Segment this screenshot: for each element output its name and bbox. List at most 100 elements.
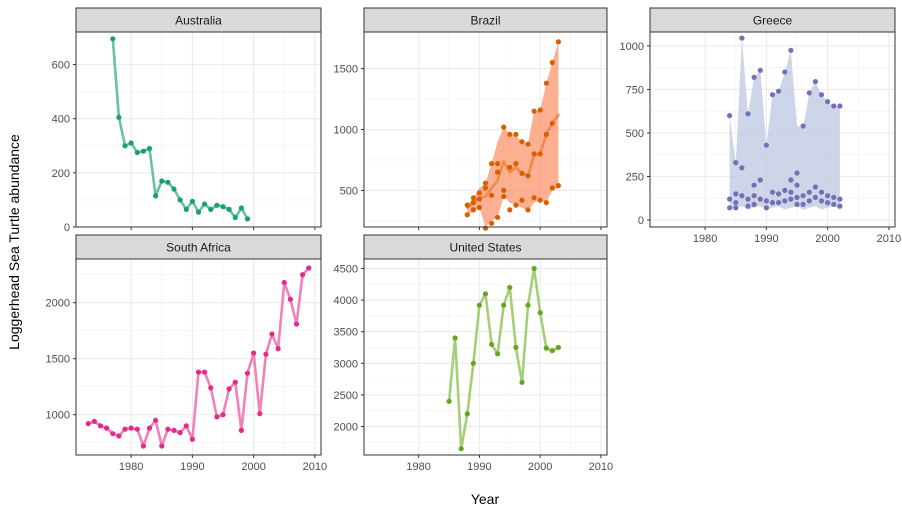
y-tick-label: 3000 — [334, 358, 358, 370]
data-point — [549, 185, 555, 191]
data-point — [501, 302, 507, 308]
data-point — [519, 197, 525, 203]
panel-south-africa: South Africa 1000 1500 2000 1980 1990 2000 2010 — [46, 234, 327, 473]
data-point — [165, 426, 171, 432]
data-point — [476, 204, 482, 211]
data-point — [495, 351, 501, 357]
data-point — [782, 198, 788, 204]
data-point — [513, 161, 519, 167]
data-point — [287, 296, 293, 302]
data-point — [122, 143, 128, 149]
data-point — [769, 92, 776, 98]
data-point — [751, 193, 757, 199]
data-point — [214, 414, 220, 420]
data-point — [140, 443, 146, 449]
data-point — [745, 111, 751, 117]
data-point — [751, 74, 757, 80]
data-point — [482, 185, 489, 191]
data-point — [531, 265, 537, 272]
data-point — [812, 184, 819, 190]
data-point — [134, 149, 140, 156]
data-point — [495, 169, 501, 175]
data-point — [177, 430, 183, 436]
x-tick-label: 2010 — [303, 461, 327, 473]
data-point — [208, 206, 214, 212]
data-point — [555, 39, 562, 45]
data-point — [812, 194, 819, 200]
data-point — [543, 345, 549, 351]
y-tick-label: 1000 — [620, 41, 644, 53]
data-point — [537, 151, 543, 157]
x-tick-label: 2010 — [877, 233, 901, 245]
data-point — [519, 170, 525, 176]
y-tick-label: 600 — [52, 60, 70, 72]
data-point — [251, 350, 257, 356]
data-point — [470, 195, 476, 201]
data-point — [226, 206, 232, 212]
facet-strip — [75, 234, 322, 260]
data-point — [794, 170, 800, 176]
data-point — [195, 209, 202, 215]
data-point — [238, 427, 244, 433]
data-point — [171, 186, 177, 192]
confidence-band — [467, 41, 559, 227]
data-point — [812, 79, 819, 85]
x-tick-label: 1990 — [180, 461, 204, 473]
data-point — [507, 207, 513, 213]
data-point — [458, 446, 464, 452]
data-point — [818, 92, 825, 98]
data-point — [482, 291, 489, 297]
data-point — [543, 200, 549, 206]
data-point — [269, 331, 275, 337]
y-tick-label: 1500 — [46, 354, 70, 366]
data-point — [763, 198, 770, 204]
data-point — [482, 225, 489, 231]
data-point — [189, 198, 195, 204]
facet-strip-label: United States — [449, 241, 521, 255]
data-point — [831, 201, 837, 207]
data-point — [733, 191, 739, 197]
y-tick-label: 1500 — [334, 64, 358, 76]
data-point — [104, 425, 110, 431]
data-point — [171, 427, 177, 433]
data-point — [146, 145, 153, 152]
data-point — [519, 379, 525, 385]
y-tick-label: 2000 — [46, 298, 70, 310]
data-point — [837, 196, 843, 202]
x-tick-label: 1990 — [467, 461, 491, 473]
y-tick-label: 1000 — [46, 410, 70, 422]
data-point — [727, 205, 733, 211]
data-point — [776, 200, 782, 206]
x-tick-label: 2000 — [528, 461, 552, 473]
data-point — [769, 200, 776, 206]
data-point — [537, 197, 543, 203]
data-point — [476, 190, 482, 196]
data-point — [788, 177, 794, 183]
y-tick-label: 250 — [626, 172, 644, 184]
data-point — [800, 201, 806, 207]
data-point — [751, 182, 757, 188]
data-point — [281, 279, 287, 286]
data-point — [525, 141, 531, 147]
data-point — [757, 196, 763, 202]
data-point — [470, 207, 476, 213]
data-point — [513, 131, 519, 137]
data-point — [555, 183, 562, 189]
data-point — [549, 348, 555, 354]
data-point — [513, 344, 519, 351]
y-tick-label: 2500 — [334, 390, 358, 402]
data-point — [745, 203, 751, 209]
data-point — [165, 179, 171, 185]
y-tick-label: 0 — [638, 215, 644, 227]
facet-strip-label: Greece — [753, 14, 793, 28]
x-tick-label: 1980 — [119, 461, 143, 473]
data-point — [177, 197, 183, 203]
data-point — [776, 88, 782, 94]
x-tick-label: 2010 — [589, 461, 613, 473]
y-tick-label: 1000 — [334, 125, 358, 137]
data-point — [97, 423, 104, 429]
data-point — [293, 321, 300, 327]
data-point — [183, 423, 189, 429]
data-point — [464, 212, 470, 218]
